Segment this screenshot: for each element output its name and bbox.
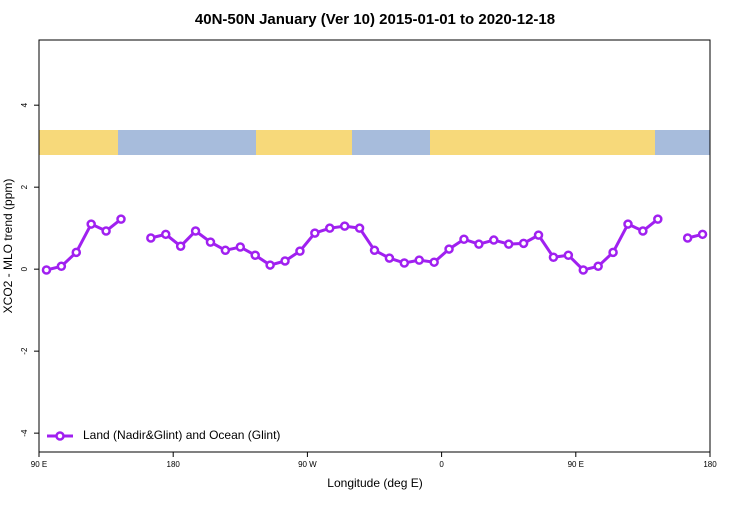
x-axis-label: Longitude (deg E) <box>327 476 422 490</box>
y-tick-label: -2 <box>20 347 29 355</box>
point <box>682 233 693 243</box>
chart-title: 40N-50N January (Ver 10) 2015-01-01 to 2… <box>195 11 555 28</box>
point <box>444 244 454 254</box>
point <box>354 223 365 233</box>
point <box>101 226 111 236</box>
point <box>369 245 380 256</box>
point <box>533 230 544 240</box>
y-tick-label: -4 <box>20 429 29 437</box>
point <box>578 265 589 275</box>
point <box>160 229 171 240</box>
x-tick-label: 180 <box>167 460 181 469</box>
point <box>518 238 529 249</box>
y-tick-label: 0 <box>20 266 29 271</box>
point <box>250 250 260 260</box>
point <box>697 229 708 240</box>
point <box>384 253 395 263</box>
point <box>116 214 126 224</box>
y-tick-label: 4 <box>20 102 29 107</box>
point <box>399 258 410 268</box>
point <box>623 219 633 229</box>
map-strip <box>39 130 710 155</box>
x-tick-label: 90 E <box>31 460 47 469</box>
legend-label: Land (Nadir&Glint) and Ocean (Glint) <box>83 428 280 442</box>
point <box>295 246 305 256</box>
point <box>608 247 618 258</box>
point <box>653 214 663 224</box>
point <box>593 261 603 272</box>
point <box>265 260 275 270</box>
point <box>474 239 484 249</box>
point <box>280 256 290 266</box>
y-axis-label: XCO2 - MLO trend (ppm) <box>1 179 15 314</box>
point <box>235 242 246 252</box>
point <box>71 247 82 258</box>
point <box>548 252 559 263</box>
x-tick-label: 0 <box>439 460 444 469</box>
point <box>429 257 439 267</box>
point <box>56 261 67 272</box>
point <box>220 245 231 256</box>
point <box>414 255 424 265</box>
point <box>190 226 201 236</box>
x-tick-label: 180 <box>703 460 717 469</box>
point <box>175 241 186 251</box>
point <box>146 233 156 243</box>
point <box>41 265 52 275</box>
plot-frame <box>38 39 711 453</box>
point <box>638 226 648 236</box>
y-tick-label: 2 <box>20 184 29 189</box>
point <box>205 237 216 247</box>
point <box>325 223 335 233</box>
x-tick-label: 90 W <box>298 460 317 469</box>
point <box>310 228 320 238</box>
x-tick-label: 90 E <box>568 460 584 469</box>
point <box>339 221 350 231</box>
point <box>86 219 96 229</box>
point <box>503 239 514 249</box>
point <box>459 234 469 244</box>
line <box>46 217 122 272</box>
point <box>563 250 574 260</box>
point <box>489 235 499 245</box>
legend-marker <box>55 431 65 441</box>
